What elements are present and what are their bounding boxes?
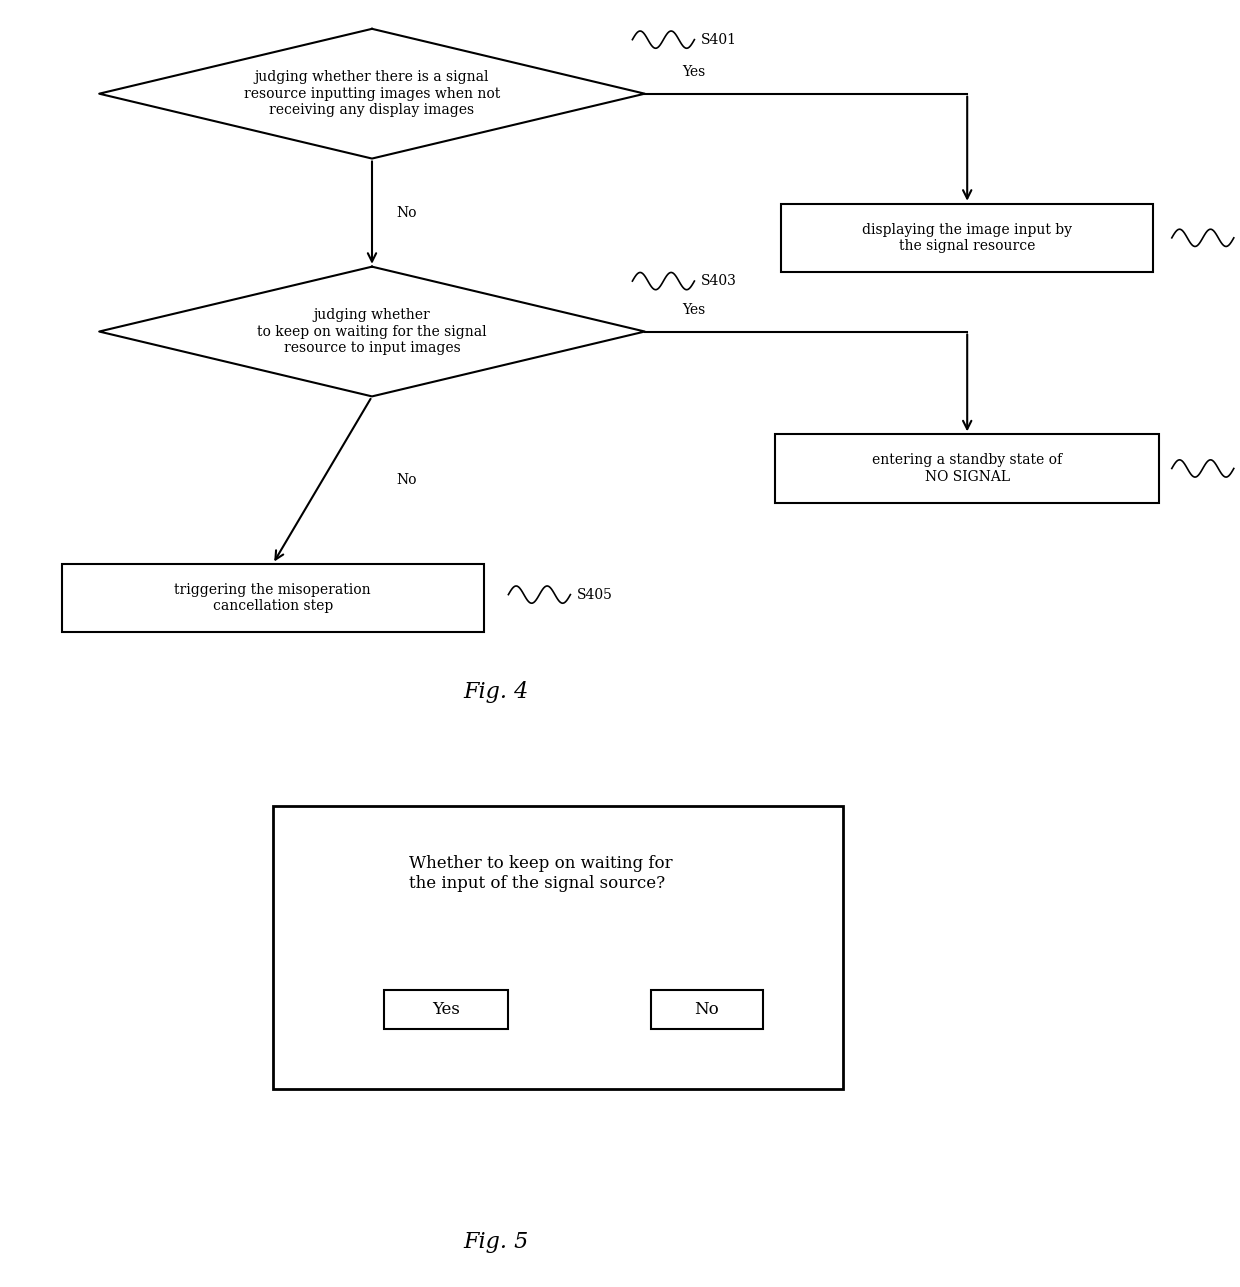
- Text: judging whether there is a signal
resource inputting images when not
receiving a: judging whether there is a signal resour…: [244, 71, 500, 117]
- Bar: [62, 564, 484, 632]
- Bar: [775, 434, 1159, 503]
- Text: S405: S405: [577, 588, 613, 601]
- Text: S403: S403: [701, 274, 737, 288]
- Text: displaying the image input by
the signal resource: displaying the image input by the signal…: [862, 223, 1073, 254]
- Text: Yes: Yes: [433, 1001, 460, 1018]
- Text: No: No: [397, 474, 418, 488]
- Text: S401: S401: [701, 32, 737, 46]
- Text: Yes: Yes: [682, 304, 706, 317]
- Text: No: No: [694, 1001, 719, 1018]
- Text: Yes: Yes: [682, 66, 706, 80]
- Bar: [781, 203, 1153, 272]
- Text: Fig. 4: Fig. 4: [464, 681, 528, 703]
- Text: entering a standby state of
NO SIGNAL: entering a standby state of NO SIGNAL: [872, 453, 1063, 484]
- Text: No: No: [397, 206, 418, 220]
- Bar: [384, 990, 508, 1030]
- Bar: [273, 806, 843, 1089]
- Text: judging whether
to keep on waiting for the signal
resource to input images: judging whether to keep on waiting for t…: [257, 309, 487, 355]
- Bar: [651, 990, 763, 1030]
- Text: Fig. 5: Fig. 5: [464, 1230, 528, 1252]
- Text: triggering the misoperation
cancellation step: triggering the misoperation cancellation…: [175, 583, 371, 614]
- Text: Whether to keep on waiting for
the input of the signal source?: Whether to keep on waiting for the input…: [409, 856, 673, 892]
